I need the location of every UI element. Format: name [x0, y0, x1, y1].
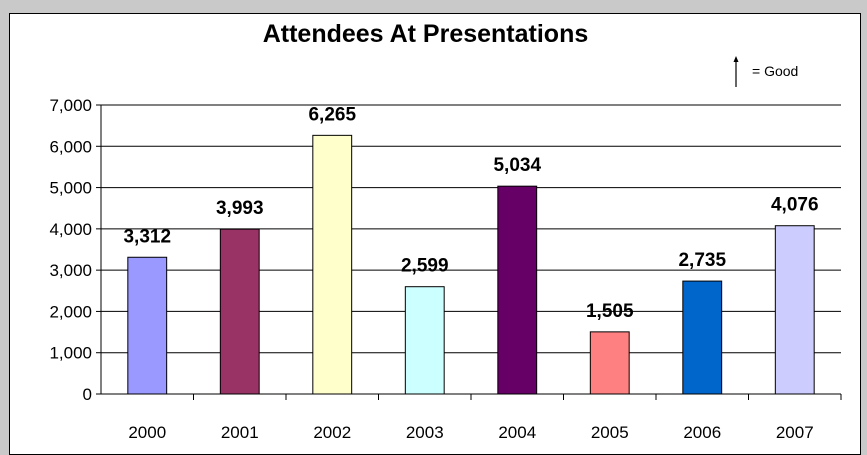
chart-title: Attendees At Presentations: [262, 20, 589, 48]
data-label: 2,599: [401, 256, 449, 277]
x-tick-label: 2005: [591, 423, 629, 442]
bar: [127, 256, 168, 395]
data-label: 2,735: [678, 250, 726, 271]
x-tick-label: 2003: [406, 423, 444, 442]
x-tick-label: 2000: [128, 423, 166, 442]
data-label: 5,034: [493, 155, 541, 176]
data-label: 1,505: [586, 301, 634, 322]
bar: [682, 280, 723, 395]
bar: [312, 134, 353, 395]
up-arrow-icon: [733, 56, 739, 87]
data-label: 4,076: [771, 195, 819, 216]
good-indicator: = Good: [730, 55, 840, 87]
y-tick-label: 7,000: [49, 96, 92, 115]
bar: [589, 331, 630, 395]
y-tick-label: 1,000: [49, 344, 92, 363]
bar: [219, 228, 260, 395]
x-tick-label: 2002: [313, 423, 351, 442]
good-indicator-label: = Good: [752, 63, 799, 79]
x-tick-label: 2007: [776, 423, 814, 442]
x-tick-label: 2001: [221, 423, 259, 442]
data-label: 6,265: [308, 104, 356, 125]
y-tick-label: 3,000: [49, 261, 92, 280]
bar: [404, 286, 445, 395]
y-tick-label: 0: [83, 385, 92, 404]
y-tick-label: 4,000: [49, 220, 92, 239]
data-label: 3,312: [123, 226, 171, 247]
bar: [497, 185, 538, 395]
data-label: 3,993: [216, 198, 264, 219]
x-tick-label: 2006: [683, 423, 721, 442]
y-tick-label: 2,000: [49, 302, 92, 321]
y-tick-label: 6,000: [49, 137, 92, 156]
y-tick-label: 5,000: [49, 179, 92, 198]
bar: [774, 225, 815, 395]
x-tick-label: 2004: [498, 423, 536, 442]
